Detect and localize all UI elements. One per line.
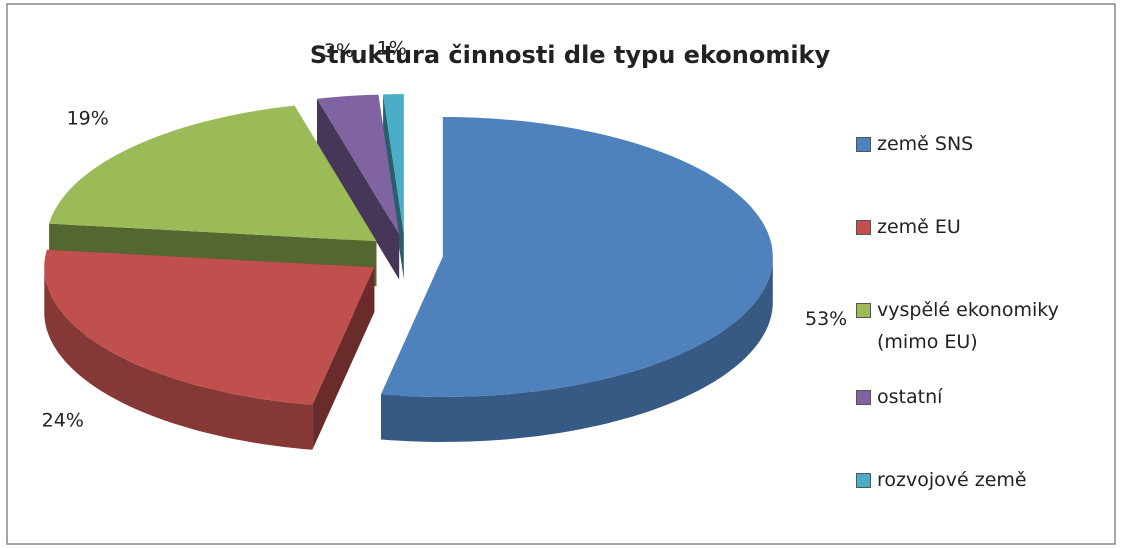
chart-frame xyxy=(6,3,1116,545)
data-label: 53% xyxy=(805,308,847,330)
legend-label: ostatní xyxy=(877,386,943,408)
slice-top xyxy=(381,117,773,397)
legend-item: vyspělé ekonomiky (mimo EU) xyxy=(856,294,1092,358)
legend-swatch xyxy=(856,137,871,152)
slice-cut-face xyxy=(312,267,375,450)
legend-label: vyspělé ekonomiky (mimo EU) xyxy=(877,299,1059,353)
legend-swatch xyxy=(856,473,871,488)
slice xyxy=(44,249,375,450)
legend-label: země SNS xyxy=(877,133,974,155)
legend-label: rozvojové země xyxy=(877,469,1027,491)
legend-item: rozvojové země xyxy=(856,464,1092,496)
legend-label: země EU xyxy=(877,216,961,238)
slice-side xyxy=(381,257,773,442)
data-label: 19% xyxy=(67,107,109,129)
data-label: 3% xyxy=(324,40,354,62)
slice xyxy=(317,94,400,280)
slice-cut-face xyxy=(317,98,400,280)
legend-swatch xyxy=(856,390,871,405)
slice-top xyxy=(49,105,377,242)
legend-swatch xyxy=(856,303,871,318)
slice-side xyxy=(44,267,313,450)
data-label: 24% xyxy=(42,410,84,432)
slice-top xyxy=(383,94,404,235)
slice xyxy=(381,117,773,442)
chart-title: Struktura činnosti dle typu ekonomiky xyxy=(310,41,831,69)
slice-top xyxy=(44,249,375,405)
legend-swatch xyxy=(856,220,871,235)
legend-item: země SNS xyxy=(856,128,1092,160)
data-label: 1% xyxy=(377,38,407,60)
slice-top xyxy=(317,94,400,235)
legend-item: země EU xyxy=(856,211,1092,243)
legend-item: ostatní xyxy=(856,381,1092,413)
